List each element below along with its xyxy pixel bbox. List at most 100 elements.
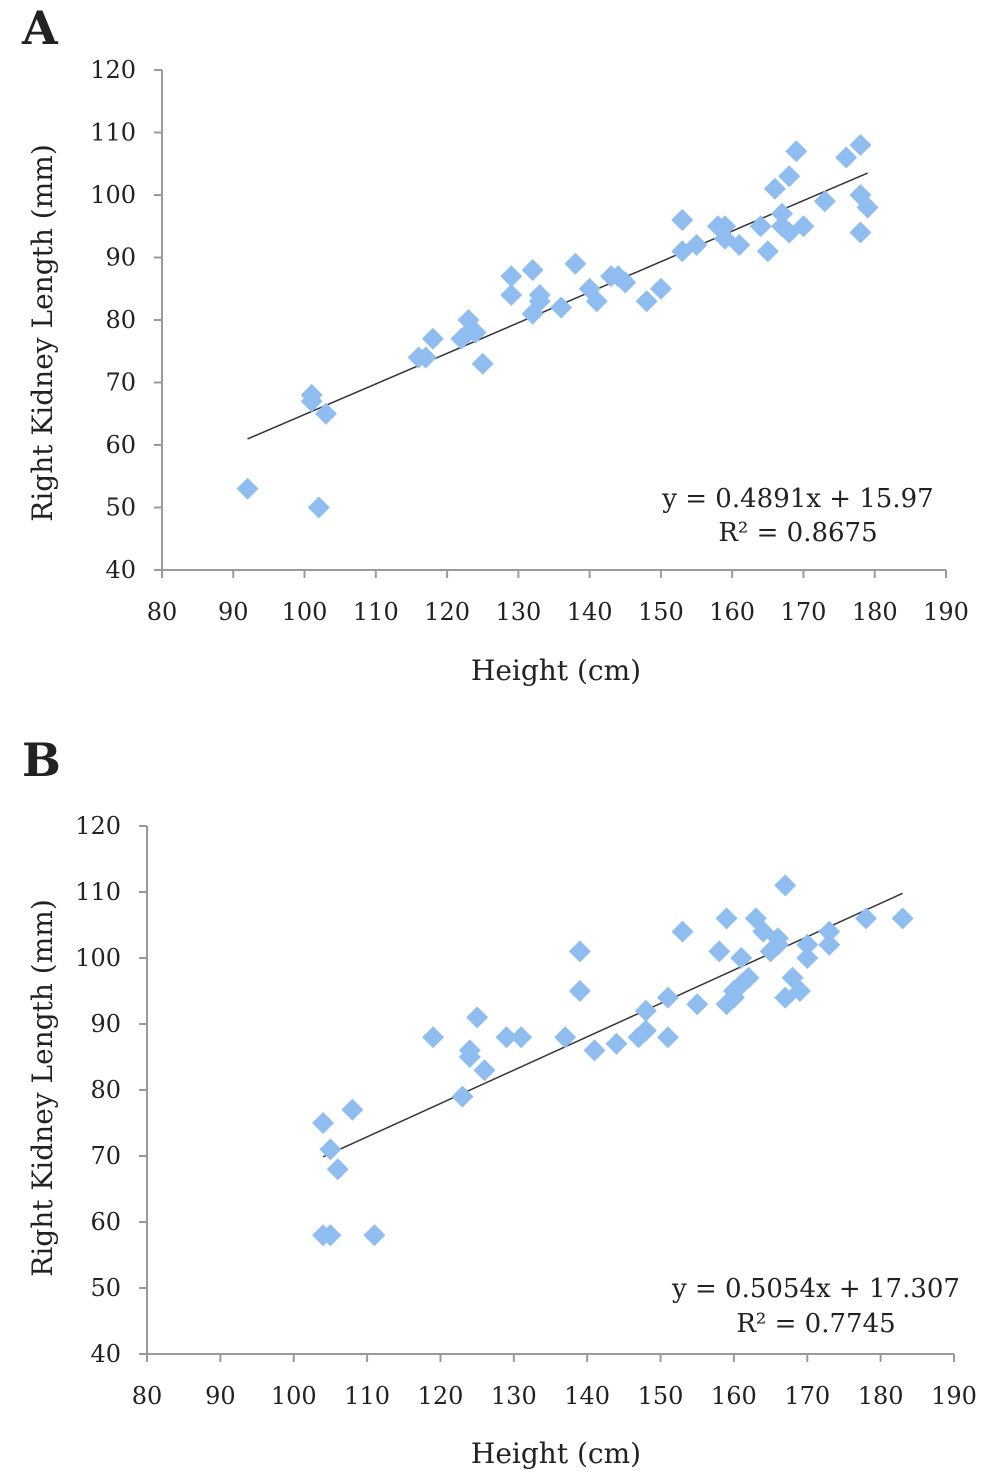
data-point-a — [749, 215, 772, 238]
x-tick-label-b: 140 — [564, 1382, 610, 1410]
chart-a: A Right Kidney Length (mm) Height (cm) 4… — [21, 1, 969, 687]
x-tick-label-a: 170 — [781, 598, 827, 626]
x-tick-label-a: 90 — [218, 598, 249, 626]
data-point-b — [605, 1032, 628, 1055]
data-point-a — [714, 215, 737, 238]
x-tick-label-b: 80 — [132, 1382, 163, 1410]
ticks-b: 40 50 60 70 80 90 100 110 120 80 90 100 110 120 130 140… — [75, 812, 977, 1410]
x-axis-label-b: Height (cm) — [471, 1437, 641, 1470]
data-point-a — [307, 496, 330, 519]
data-point-b — [730, 947, 753, 969]
data-point-b — [319, 1224, 342, 1247]
y-tick-label-a: 60 — [105, 431, 136, 459]
data-point-b — [568, 940, 591, 963]
x-tick-label-b: 150 — [638, 1382, 684, 1410]
y-tick-label-b: 100 — [75, 944, 121, 972]
x-tick-label-a: 190 — [923, 598, 969, 626]
data-point-b — [466, 1006, 489, 1029]
panel-label-b: B — [22, 733, 61, 787]
x-tick-label-a: 180 — [852, 598, 898, 626]
y-axis-label-a: Right Kidney Length (mm) — [26, 144, 59, 522]
ticks-a: 40 50 60 70 80 90 100 110 120 80 90 100 110 120 130 140… — [90, 56, 969, 626]
y-tick-label-b: 90 — [90, 1010, 121, 1038]
data-point-a — [414, 346, 437, 369]
data-point-b — [708, 940, 731, 963]
y-tick-label-b: 40 — [90, 1340, 121, 1368]
data-point-a — [500, 284, 523, 306]
x-tick-label-b: 180 — [858, 1382, 904, 1410]
x-tick-label-a: 150 — [638, 598, 684, 626]
y-tick-label-a: 110 — [90, 119, 136, 147]
data-point-b — [891, 907, 914, 930]
data-point-a — [685, 234, 708, 256]
data-point-a — [813, 190, 836, 213]
y-axis-label-b: Right Kidney Length (mm) — [26, 899, 59, 1277]
data-point-a — [792, 215, 815, 238]
data-point-a — [421, 327, 444, 350]
data-point-a — [849, 221, 872, 244]
data-point-a — [300, 390, 323, 413]
x-tick-label-b: 110 — [344, 1382, 390, 1410]
data-point-a — [585, 290, 608, 313]
data-point-b — [326, 1158, 349, 1181]
data-point-a — [564, 252, 587, 275]
x-tick-label-a: 160 — [709, 598, 755, 626]
data-point-a — [771, 202, 794, 225]
data-point-b — [766, 927, 789, 950]
data-point-b — [451, 1085, 474, 1108]
data-point-b — [554, 1026, 577, 1049]
data-point-b — [788, 980, 811, 1002]
x-tick-label-a: 80 — [147, 598, 178, 626]
data-point-b — [818, 920, 841, 943]
data-point-b — [796, 933, 819, 956]
y-tick-label-a: 120 — [90, 56, 136, 84]
data-point-a — [856, 196, 879, 219]
data-point-a — [849, 134, 872, 156]
data-point-b — [774, 874, 797, 897]
y-tick-label-a: 100 — [90, 181, 136, 209]
data-point-b — [715, 907, 738, 930]
y-tick-label-a: 40 — [105, 556, 136, 584]
data-point-a — [671, 209, 694, 231]
data-point-b — [656, 986, 679, 1009]
x-tick-label-a: 110 — [353, 598, 399, 626]
data-point-b — [854, 907, 877, 930]
data-point-b — [458, 1046, 481, 1068]
y-tick-label-a: 80 — [105, 306, 136, 334]
r-squared-b: R² = 0.7745 — [736, 1309, 895, 1339]
x-axis-label-a: Height (cm) — [471, 654, 641, 687]
data-point-b — [634, 1019, 657, 1042]
data-point-b — [312, 1112, 335, 1134]
x-tick-label-b: 130 — [491, 1382, 537, 1410]
data-point-a — [314, 402, 337, 425]
data-point-b — [796, 947, 819, 969]
data-point-a — [649, 277, 672, 300]
data-point-b — [363, 1224, 386, 1247]
data-point-b — [473, 1059, 496, 1082]
y-tick-label-b: 60 — [90, 1208, 121, 1236]
r-squared-a: R² = 0.8675 — [718, 518, 877, 548]
data-point-b — [568, 980, 591, 1002]
y-tick-label-b: 110 — [75, 878, 121, 906]
data-point-b — [495, 1026, 518, 1049]
y-tick-label-a: 70 — [105, 369, 136, 397]
x-tick-label-b: 190 — [931, 1382, 977, 1410]
data-point-b — [319, 1138, 342, 1161]
data-point-a — [763, 177, 786, 200]
axes-b — [139, 825, 955, 1362]
x-tick-label-b: 170 — [784, 1382, 830, 1410]
points-a — [236, 134, 879, 519]
panel-label-a: A — [21, 1, 59, 55]
data-point-a — [728, 234, 751, 256]
data-point-a — [528, 290, 551, 313]
data-point-b — [737, 966, 760, 989]
data-point-b — [583, 1039, 606, 1062]
data-point-a — [785, 140, 808, 163]
data-point-b — [422, 1026, 445, 1049]
x-tick-label-b: 100 — [271, 1382, 317, 1410]
data-point-a — [471, 352, 494, 375]
x-tick-label-b: 160 — [711, 1382, 757, 1410]
y-tick-label-b: 70 — [90, 1142, 121, 1170]
data-point-b — [656, 1026, 679, 1049]
